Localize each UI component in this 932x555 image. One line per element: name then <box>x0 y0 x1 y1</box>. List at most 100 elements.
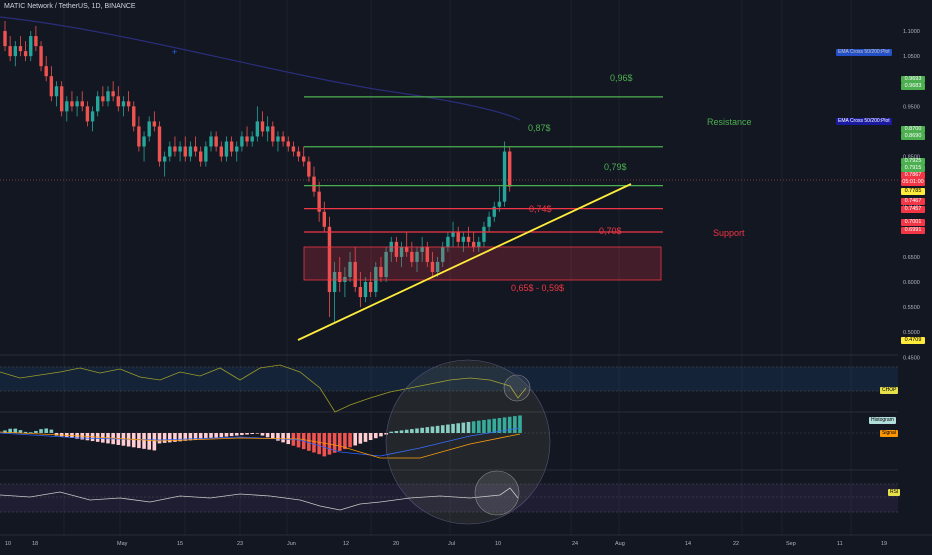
ema-50-line <box>0 16 521 121</box>
macd-bar <box>255 433 260 434</box>
macd-bar <box>131 433 136 448</box>
macd-bar <box>507 416 512 433</box>
support-zone <box>303 246 662 281</box>
candle-body <box>111 91 115 97</box>
candle-body <box>75 101 79 107</box>
candle-body <box>126 101 131 107</box>
time-tick: 19 <box>881 541 887 547</box>
macd-bar <box>152 433 157 451</box>
price-tag: 0.7925 <box>901 158 925 165</box>
macd-bar <box>276 433 280 441</box>
price-tag: 0.4709 <box>901 337 925 344</box>
macd-bar <box>188 433 193 441</box>
macd-bar <box>209 433 213 439</box>
ema-line: + <box>0 16 521 121</box>
candle-body <box>286 141 290 147</box>
macd-bar <box>281 433 285 443</box>
price-tag: 0.7867 <box>901 172 925 179</box>
rsi-tag[interactable]: RSI <box>888 489 901 496</box>
macd-bar <box>440 425 445 433</box>
candle-body <box>379 266 383 277</box>
macd-bar <box>183 433 188 441</box>
candle-body <box>487 216 491 227</box>
rsi-line <box>0 487 519 511</box>
chop-line <box>0 364 527 413</box>
candle-body <box>85 106 90 122</box>
candle-body <box>368 282 373 293</box>
price-tag: 0.7457 <box>901 206 925 213</box>
candle-body <box>399 246 404 257</box>
candle-body <box>147 121 151 137</box>
candle-body <box>405 246 409 252</box>
time-tick: May <box>117 541 128 547</box>
candle-body <box>260 121 265 132</box>
time-tick: 24 <box>572 541 578 547</box>
macd-bar <box>162 433 167 443</box>
histogram-tag[interactable]: Histogram <box>869 417 896 424</box>
candle-body <box>307 161 311 177</box>
candle-body <box>142 136 146 147</box>
candle-body <box>209 136 213 147</box>
price-tag: 0.7467 <box>901 198 925 205</box>
candle-body <box>508 151 512 187</box>
price-tick: 0.6000 <box>903 280 920 286</box>
candle-body <box>394 241 399 257</box>
macd-bar <box>384 433 388 435</box>
macd-bar <box>147 433 151 450</box>
candle-body <box>235 146 239 152</box>
candle-body <box>65 101 69 112</box>
candle-body <box>224 141 229 157</box>
chop-tag[interactable]: CHOP <box>880 387 899 394</box>
macd-bar <box>404 429 409 433</box>
macd-bar <box>8 428 12 433</box>
price-tag: 0.6991 <box>901 227 925 234</box>
macd-bar <box>271 433 275 439</box>
level-079-label: 0,79$ <box>604 162 627 172</box>
macd-bar <box>497 418 502 433</box>
candle-body <box>188 146 193 157</box>
macd-bar <box>173 433 177 442</box>
macd-bar <box>415 428 419 433</box>
candle-body <box>132 106 136 127</box>
candle-body <box>204 146 208 162</box>
candle-body <box>183 146 187 157</box>
ema-tag-1[interactable]: EMA Cross 50/200:Plot <box>836 49 892 56</box>
support-zone-label: 0,65$ - 0,59$ <box>511 283 565 293</box>
candle-body <box>173 146 177 152</box>
candle-body <box>80 101 84 107</box>
candle-body <box>23 51 28 57</box>
candle-body <box>18 46 23 52</box>
candle-body <box>214 136 218 147</box>
macd-bar <box>229 433 234 437</box>
candle-body <box>199 151 203 162</box>
candle-body <box>137 126 141 147</box>
price-tick: 0.6500 <box>903 255 920 261</box>
macd-bar <box>471 421 476 433</box>
level-074-label: 0,74$ <box>529 204 552 214</box>
macd-bar <box>13 428 18 433</box>
candle-body <box>250 136 254 142</box>
time-tick: 11 <box>837 541 843 547</box>
macd-bar <box>513 416 517 433</box>
macd-bar <box>245 433 249 435</box>
macd-bar <box>157 433 162 444</box>
level-087-label: 0,87$ <box>528 123 551 133</box>
candle-body <box>59 86 64 112</box>
candle-body <box>446 236 450 247</box>
macd-bar <box>322 433 327 457</box>
level-096-label: 0,96$ <box>610 73 633 83</box>
candle-body <box>358 287 363 298</box>
candle-body <box>410 251 414 262</box>
macd-bar <box>343 433 347 450</box>
candle-body <box>106 91 110 102</box>
ema-tag-2[interactable]: EMA Cross 50/200:Plot <box>836 118 892 125</box>
candle-body <box>271 126 275 142</box>
candle-body <box>276 136 280 142</box>
candle-body <box>96 96 100 112</box>
time-axis: 10 18 May 15 23 Jun 12 20 Jul 10 24 Aug 14 22 Sep 11 19 <box>0 534 932 547</box>
time-tick: 22 <box>733 541 739 547</box>
candle-body <box>471 241 476 247</box>
signal-tag[interactable]: Signal <box>880 430 898 437</box>
